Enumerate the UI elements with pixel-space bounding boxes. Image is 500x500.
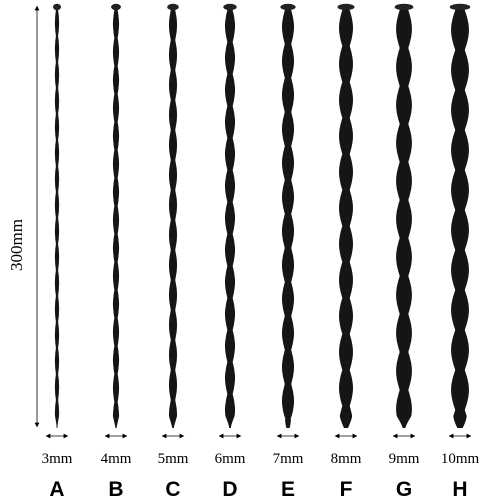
item-letter: H [452,478,467,500]
item-letter: B [108,478,123,500]
rod-cap [449,3,471,11]
size-label: 10mm [441,451,480,467]
rod [396,10,412,428]
size-label: 5mm [158,451,189,467]
item-letter: C [165,478,180,500]
rod-cap [167,3,179,11]
rod [112,10,120,428]
item-letter: E [281,478,295,500]
rod [282,10,294,428]
rod-cap [280,3,296,11]
size-label: 7mm [273,451,304,467]
size-label: 8mm [331,451,362,467]
rod-cap [337,3,355,11]
rod-cap [53,3,61,11]
size-label: 3mm [42,451,73,467]
rod-cap [223,3,237,11]
rod [451,10,469,428]
size-label: 6mm [215,451,246,467]
length-label: 300mm [7,219,26,271]
rod [54,10,60,428]
item-letter: F [340,478,353,500]
size-label: 4mm [101,451,132,467]
item-letter: D [222,478,237,500]
item-letter: G [396,478,412,500]
item-letter: A [49,478,64,500]
rod-cap [111,3,121,11]
rod [169,10,177,428]
rod-cap [394,3,414,11]
size-label: 9mm [389,451,420,467]
rod [225,10,235,428]
rod [339,10,353,428]
